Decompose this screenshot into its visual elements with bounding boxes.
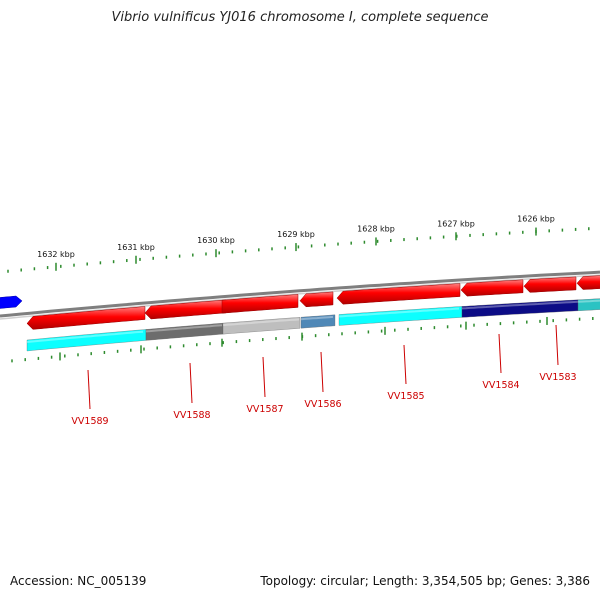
cog-feature bbox=[222, 317, 301, 335]
forward-feature bbox=[523, 276, 577, 293]
cog-feature-highlight bbox=[145, 324, 223, 333]
forward-feature bbox=[26, 306, 146, 330]
cog-feature bbox=[300, 314, 336, 329]
gene-label: VV1585 bbox=[387, 391, 424, 402]
forward-feature-blue bbox=[0, 295, 23, 309]
backbone bbox=[0, 270, 600, 320]
gene-label-leader bbox=[320, 351, 324, 393]
map-title: Vibrio vulnificus YJ016 chromosome I, co… bbox=[111, 10, 489, 25]
cog-feature-highlight bbox=[222, 318, 300, 327]
ruler-label: 1629 kbp bbox=[277, 230, 315, 239]
gene-label: VV1583 bbox=[539, 372, 576, 383]
gene-labels: VV1589 VV1588 VV1587 VV1586 VV1585 VV1584 VV15… bbox=[71, 324, 577, 427]
cog-feature-highlight bbox=[461, 300, 579, 310]
forward-feature bbox=[576, 275, 600, 290]
ruler-label: 1631 kbp bbox=[117, 243, 155, 252]
backbone-shadow bbox=[0, 274, 600, 320]
ruler-label: 1626 kbp bbox=[517, 215, 555, 224]
accession-text: Accession: NC_005139 bbox=[10, 574, 147, 588]
ruler-label: 1628 kbp bbox=[357, 224, 395, 233]
forward-feature bbox=[460, 279, 524, 297]
gene-label-leader bbox=[403, 344, 407, 385]
forward-feature bbox=[221, 294, 299, 314]
cog-feature-highlight bbox=[26, 330, 144, 343]
gene-label-leader bbox=[262, 356, 266, 398]
forward-strand-features bbox=[0, 275, 600, 330]
cog-strand-features bbox=[26, 298, 600, 352]
gene-label-leader bbox=[555, 324, 559, 366]
gene-label: VV1588 bbox=[173, 410, 210, 421]
gene-label: VV1589 bbox=[71, 416, 108, 427]
backbone-line bbox=[0, 270, 600, 318]
cog-feature-highlight bbox=[300, 315, 334, 321]
ruler-label: 1632 kbp bbox=[37, 250, 75, 259]
forward-feature bbox=[336, 283, 461, 305]
ruler-ticks bbox=[7, 227, 594, 363]
cog-feature-highlight bbox=[577, 299, 600, 303]
gene-label-leader bbox=[87, 369, 91, 410]
gene-label: VV1584 bbox=[482, 380, 519, 391]
gene-label-leader bbox=[189, 362, 193, 404]
cog-feature-highlight bbox=[338, 307, 460, 318]
forward-feature bbox=[299, 291, 334, 308]
cog-feature bbox=[577, 298, 600, 311]
gene-label: VV1586 bbox=[304, 399, 341, 410]
topology-text: Topology: circular; Length: 3,354,505 bp… bbox=[260, 574, 590, 588]
ruler-labels: 1632 kbp 1631 kbp 1630 kbp 1629 kbp 1628 kbp… bbox=[37, 215, 555, 259]
gene-label: VV1587 bbox=[246, 404, 283, 415]
gene-label-leader bbox=[498, 333, 502, 374]
ruler-label: 1627 kbp bbox=[437, 219, 475, 228]
ruler-label: 1630 kbp bbox=[197, 236, 235, 245]
